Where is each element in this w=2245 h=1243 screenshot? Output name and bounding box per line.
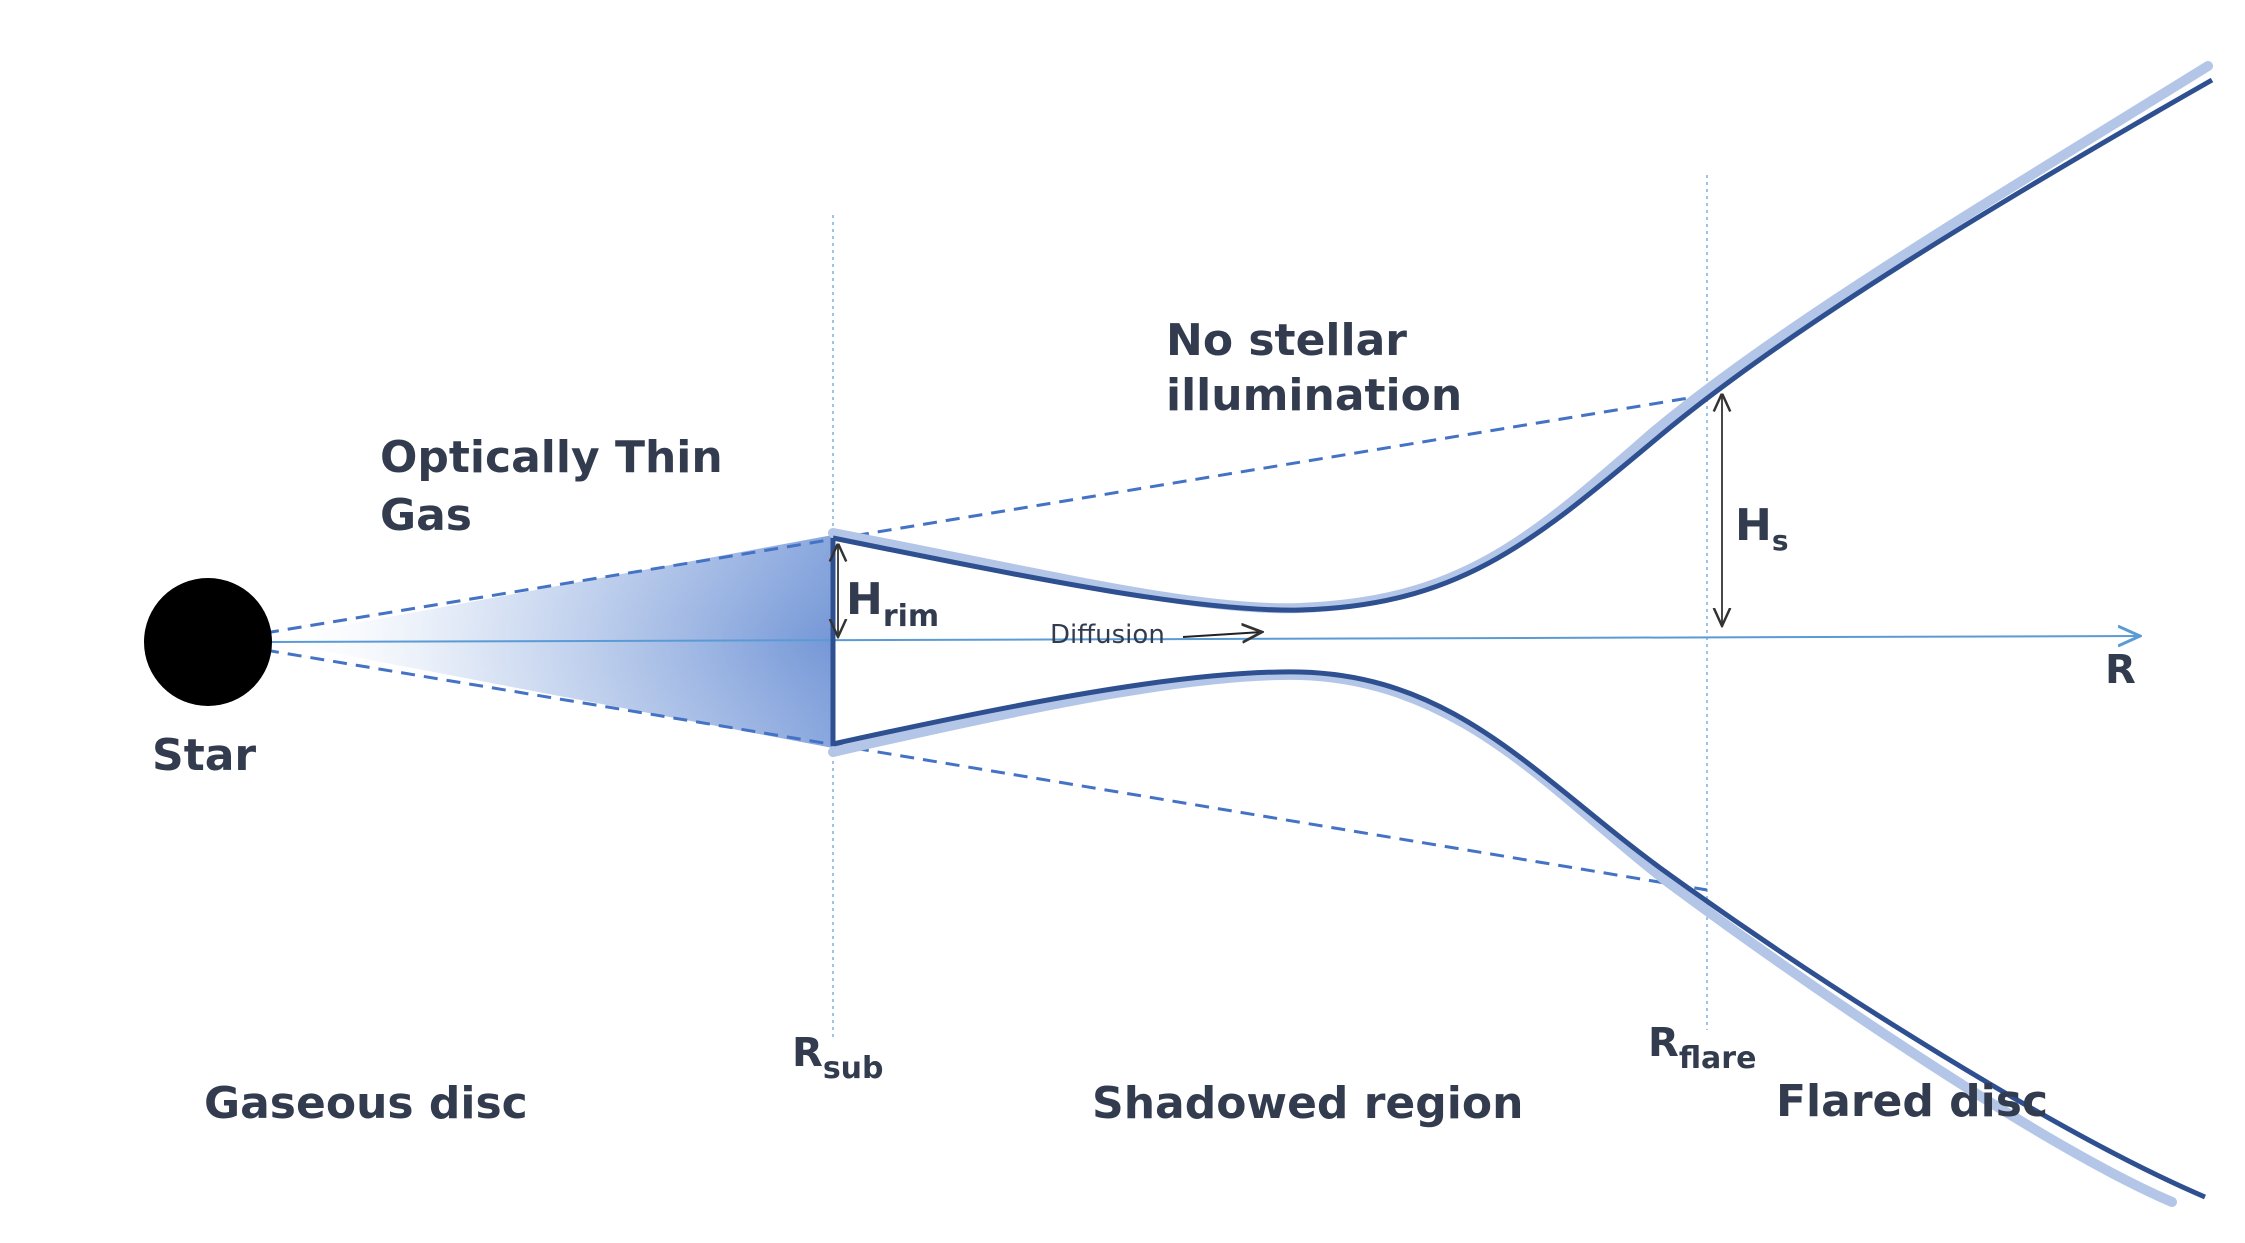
no-stellar-label-line1: No stellar	[1166, 315, 1407, 366]
r-axis-line	[264, 636, 2140, 642]
flared-disc-label: Flared disc	[1776, 1076, 2048, 1127]
diffusion-label: Diffusion	[1050, 620, 1165, 650]
upper-disc-surface-shadow	[828, 61, 2213, 614]
optically-thin-label-line2: Gas	[380, 490, 472, 541]
diffusion-arrow	[1182, 632, 1262, 637]
r-axis-label: R	[2105, 647, 2136, 693]
shadowed-region-label: Shadowed region	[1092, 1078, 1523, 1129]
optically-thin-label-line1: Optically Thin	[380, 432, 723, 483]
upper-disc-surface	[832, 77, 2214, 613]
lower-dashed-line	[264, 648, 1708, 892]
h-s-label: Hs	[1735, 500, 1789, 557]
star-label: Star	[152, 730, 256, 781]
star-body	[144, 578, 272, 706]
r-sub-label: Rsub	[792, 1030, 884, 1086]
lower-disc-surface	[832, 669, 2206, 1200]
h-rim-label: Hrim	[846, 574, 939, 634]
lower-disc-surface-shadow	[828, 669, 2177, 1207]
gaseous-disc-label: Gaseous disc	[204, 1078, 528, 1129]
no-stellar-label-line2: illumination	[1166, 370, 1462, 421]
upper-dashed-line	[264, 393, 1708, 635]
r-flare-label: Rflare	[1648, 1020, 1756, 1076]
